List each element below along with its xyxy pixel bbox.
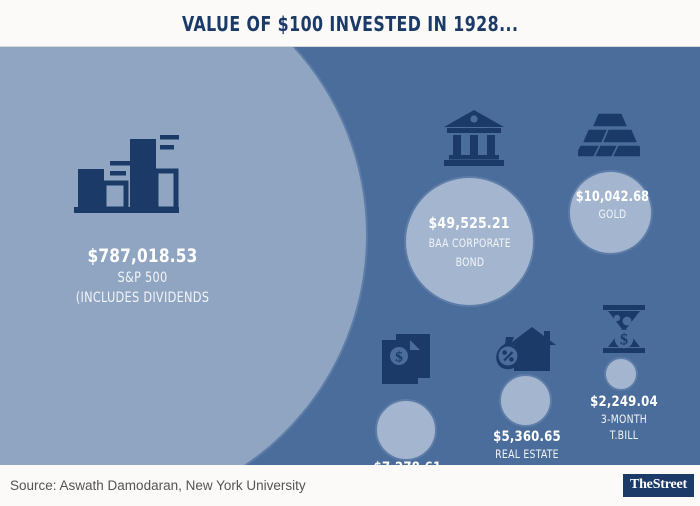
caption-baa-line1: BAA CORPORATE <box>428 236 511 251</box>
header-divider <box>0 46 700 47</box>
value-sp500: $787,018.53 <box>87 245 198 267</box>
bar-chart-icon <box>74 135 179 213</box>
header-bar: VALUE OF $100 INVESTED IN 1928... <box>0 0 700 47</box>
caption-3-month-t-bill-line1: 3-MONTH <box>600 412 648 427</box>
caption-baa-line2: BOND <box>455 254 484 269</box>
bubble-us-t-bond <box>375 399 437 461</box>
value-us-t-bond: $7,278.61 <box>351 460 464 465</box>
bubble-sp500 <box>0 47 368 465</box>
value-baa: $49,525.21 <box>428 214 511 233</box>
label-3-month-t-bill: $2,249.04 3-MONTH T.BILL <box>565 394 683 442</box>
bubble-gold <box>568 170 653 255</box>
label-real-estate: $5,360.65 REAL ESTATE <box>468 429 586 462</box>
label-sp500: $787,018.53 S&P 500 (INCLUDES DIVIDENDS <box>35 245 250 306</box>
svg-text:$: $ <box>620 332 628 349</box>
dollar-document-icon: $ <box>382 334 432 386</box>
hourglass-dollar-icon: $ <box>602 305 646 353</box>
house-money-bag-icon <box>492 327 556 373</box>
thestreet-logo: TheStreet <box>622 474 694 497</box>
caption-sp500-line2: (INCLUDES DIVIDENDS <box>75 289 210 306</box>
page-title: VALUE OF $100 INVESTED IN 1928... <box>181 11 519 36</box>
caption-3-month-t-bill-line2: T.BILL <box>609 427 639 442</box>
chart-canvas: $787,018.53 S&P 500 (INCLUDES DIVIDENDS <box>0 47 700 465</box>
label-gold: $10,042.68 GOLD <box>560 189 665 221</box>
value-real-estate: $5,360.65 <box>493 429 561 445</box>
bubble-3-month-t-bill <box>604 357 638 391</box>
bank-building-icon <box>443 110 505 166</box>
source-attribution: Source: Aswath Damodaran, New York Unive… <box>10 478 306 493</box>
label-us-t-bond: $7,278.61 US T. BOND <box>345 460 470 465</box>
bubble-baa-corporate-bond: $49,525.21 BAA CORPORATE BOND <box>404 176 535 307</box>
value-gold: $10,042.68 <box>575 189 650 205</box>
footer-bar: Source: Aswath Damodaran, New York Unive… <box>0 465 700 506</box>
bubble-real-estate <box>499 374 552 427</box>
caption-real-estate: REAL ESTATE <box>495 447 559 462</box>
value-3-month-t-bill: $2,249.04 <box>590 394 658 410</box>
gold-bars-icon <box>578 111 640 159</box>
svg-text:$: $ <box>395 350 403 366</box>
caption-gold: GOLD <box>598 206 627 221</box>
caption-sp500-line1: S&P 500 <box>117 270 168 287</box>
